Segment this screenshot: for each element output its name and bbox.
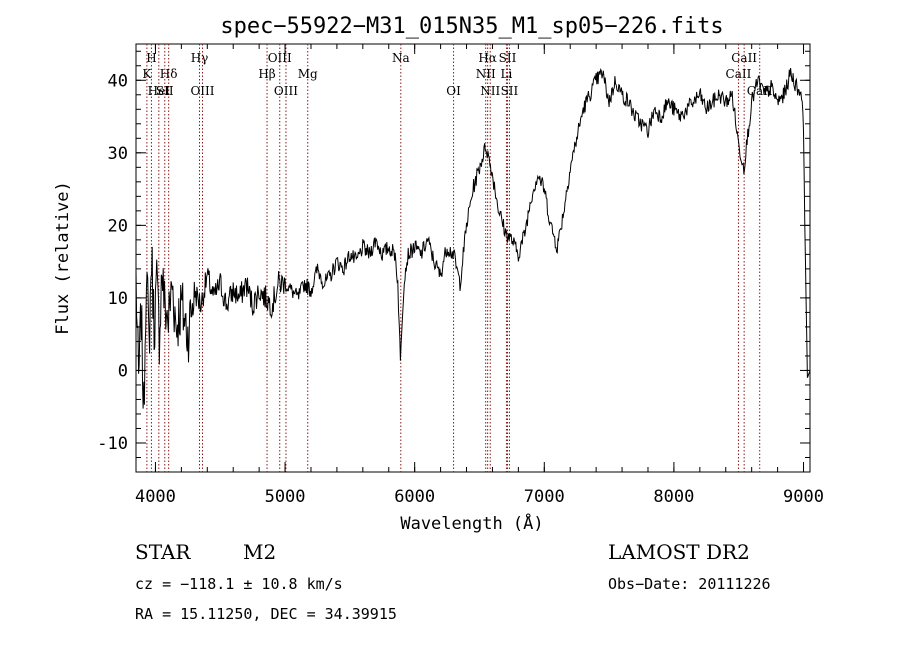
x-tick-label-1: 5000: [265, 487, 306, 507]
ra-dec: RA = 15.11250, DEC = 34.39915: [135, 605, 397, 623]
line-labels: KHHeISIIHδHγOIIIHβOIIIOIIIMgNaOINIIHαNII…: [142, 51, 772, 98]
line-label-3: SII: [156, 84, 174, 98]
line-label-20: CaII: [731, 51, 757, 65]
object-class: STAR: [135, 540, 191, 564]
line-label-14: Hα: [478, 51, 497, 65]
line-label-2: HeI: [148, 84, 171, 98]
line-label-10: Mg: [298, 67, 318, 81]
line-label-7: Hβ: [258, 67, 275, 81]
line-label-8: OIII: [268, 51, 292, 65]
line-label-19: CaII: [726, 67, 752, 81]
line-label-1: H: [146, 51, 156, 65]
line-label-11: Na: [392, 51, 410, 65]
line-label-6: OIII: [190, 84, 214, 98]
x-tick-label-2: 6000: [394, 487, 435, 507]
line-label-4: Hδ: [160, 67, 178, 81]
obs-date: Obs−Date: 20111226: [608, 575, 771, 593]
y-tick-label-0: -10: [97, 434, 128, 454]
spectrum-series: [135, 68, 811, 409]
object-subclass: M2: [243, 540, 276, 564]
line-label-5: Hγ: [191, 51, 209, 65]
line-label-17: SII: [499, 51, 517, 65]
line-label-16: Li: [501, 67, 513, 81]
line-label-9: OIII: [274, 84, 298, 98]
line-label-15: NII: [480, 84, 500, 98]
redshift-cz: cz = −118.1 ± 10.8 km/s: [135, 575, 343, 593]
x-axis-label: Wavelength (Å): [400, 512, 543, 534]
x-axis-ticks: 4000 5000 6000 7000 8000 9000: [135, 44, 824, 507]
line-label-12: OI: [446, 84, 461, 98]
x-tick-label-4: 8000: [653, 487, 694, 507]
y-tick-label-2: 10: [108, 289, 128, 309]
chart-title: spec−55922−M31_015N35_M1_sp05−226.fits: [220, 14, 723, 39]
x-tick-label-3: 7000: [524, 487, 565, 507]
survey-name: LAMOST DR2: [608, 540, 750, 564]
y-axis-label: Flux (relative): [53, 181, 73, 335]
y-tick-label-3: 20: [108, 216, 128, 236]
x-tick-label-5: 9000: [783, 487, 824, 507]
line-markers: [146, 44, 761, 472]
line-label-0: K: [142, 67, 152, 81]
line-label-18: SII: [501, 84, 519, 98]
y-tick-label-5: 40: [108, 71, 128, 91]
plot-frame: [135, 43, 811, 473]
line-label-13: NII: [476, 67, 496, 81]
x-tick-label-0: 4000: [135, 487, 176, 507]
y-tick-label-1: 0: [118, 361, 128, 381]
y-tick-label-4: 30: [108, 144, 128, 164]
